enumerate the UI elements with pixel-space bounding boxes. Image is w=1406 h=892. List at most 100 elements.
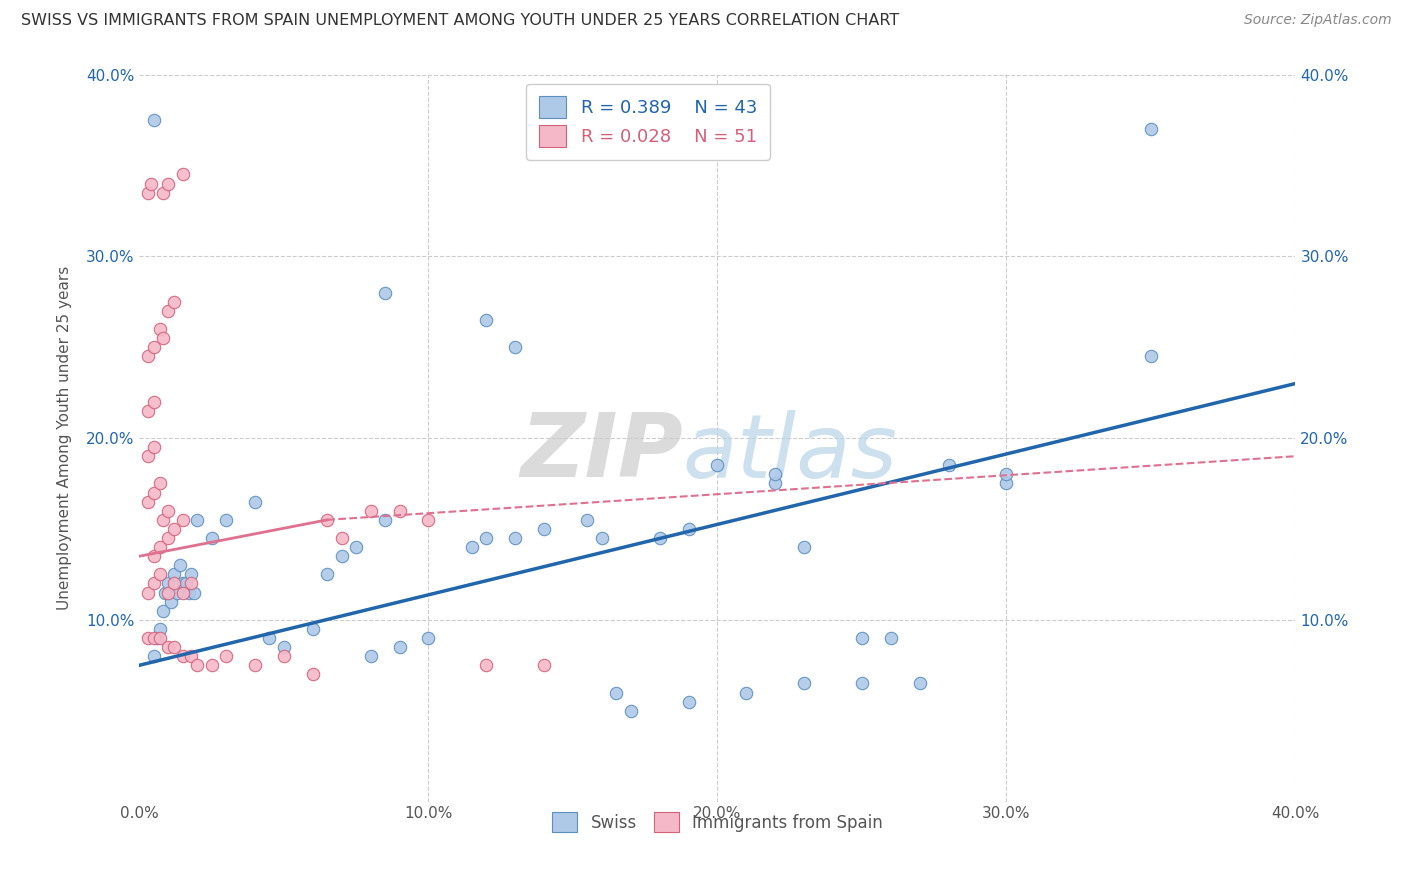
Point <box>163 294 186 309</box>
Point <box>160 594 183 608</box>
Point <box>273 640 295 654</box>
Point <box>995 476 1018 491</box>
Point <box>149 631 172 645</box>
Point <box>344 540 367 554</box>
Point <box>157 531 180 545</box>
Point <box>183 585 205 599</box>
Point <box>418 631 440 645</box>
Point <box>576 513 599 527</box>
Point <box>142 340 165 354</box>
Point <box>163 522 186 536</box>
Point <box>186 513 208 527</box>
Text: SWISS VS IMMIGRANTS FROM SPAIN UNEMPLOYMENT AMONG YOUTH UNDER 25 YEARS CORRELATI: SWISS VS IMMIGRANTS FROM SPAIN UNEMPLOYM… <box>21 13 900 29</box>
Point <box>360 649 382 664</box>
Point <box>620 704 643 718</box>
Text: ZIP: ZIP <box>520 409 683 496</box>
Point <box>388 640 411 654</box>
Point <box>938 458 960 473</box>
Point <box>793 676 815 690</box>
Point <box>243 658 266 673</box>
Point <box>648 531 671 545</box>
Point <box>136 186 159 200</box>
Point <box>418 513 440 527</box>
Point <box>201 658 224 673</box>
Point <box>174 576 197 591</box>
Point <box>166 585 188 599</box>
Legend: Swiss, Immigrants from Spain: Swiss, Immigrants from Spain <box>541 800 894 844</box>
Point <box>591 531 613 545</box>
Point <box>142 112 165 127</box>
Point <box>142 649 165 664</box>
Point <box>461 540 484 554</box>
Point <box>139 177 162 191</box>
Point <box>995 467 1018 482</box>
Point <box>360 504 382 518</box>
Point <box>142 440 165 454</box>
Point <box>301 622 323 636</box>
Point <box>149 622 172 636</box>
Point <box>186 658 208 673</box>
Text: Source: ZipAtlas.com: Source: ZipAtlas.com <box>1244 13 1392 28</box>
Point <box>374 285 396 300</box>
Point <box>316 567 339 582</box>
Point <box>157 303 180 318</box>
Point <box>177 585 200 599</box>
Point <box>149 476 172 491</box>
Point <box>152 604 174 618</box>
Point <box>152 186 174 200</box>
Point <box>388 504 411 518</box>
Point <box>172 168 194 182</box>
Point <box>374 513 396 527</box>
Point <box>136 449 159 463</box>
Point <box>851 631 873 645</box>
Point <box>851 676 873 690</box>
Point <box>215 649 238 664</box>
Point <box>172 513 194 527</box>
Point <box>259 631 281 645</box>
Point <box>142 631 165 645</box>
Point <box>152 331 174 345</box>
Point <box>475 531 498 545</box>
Point <box>215 513 238 527</box>
Point <box>163 567 186 582</box>
Point <box>157 177 180 191</box>
Point <box>533 522 555 536</box>
Point <box>142 394 165 409</box>
Point <box>180 649 202 664</box>
Point <box>155 585 177 599</box>
Point <box>172 576 194 591</box>
Point <box>1140 349 1163 363</box>
Point <box>136 404 159 418</box>
Point <box>330 531 353 545</box>
Point <box>172 649 194 664</box>
Point <box>136 631 159 645</box>
Point <box>142 549 165 564</box>
Point <box>149 322 172 336</box>
Point <box>330 549 353 564</box>
Point <box>163 576 186 591</box>
Point <box>273 649 295 664</box>
Point <box>301 667 323 681</box>
Point <box>706 458 728 473</box>
Point <box>180 576 202 591</box>
Point <box>503 340 526 354</box>
Point <box>678 695 700 709</box>
Point <box>157 576 180 591</box>
Point <box>793 540 815 554</box>
Point <box>142 485 165 500</box>
Point <box>152 513 174 527</box>
Point <box>136 349 159 363</box>
Point <box>243 494 266 508</box>
Point <box>149 540 172 554</box>
Point <box>149 567 172 582</box>
Point <box>503 531 526 545</box>
Point <box>1140 122 1163 136</box>
Point <box>533 658 555 673</box>
Point <box>763 476 786 491</box>
Point <box>475 658 498 673</box>
Point <box>475 313 498 327</box>
Point <box>169 558 191 573</box>
Point <box>163 640 186 654</box>
Point <box>678 522 700 536</box>
Y-axis label: Unemployment Among Youth under 25 years: Unemployment Among Youth under 25 years <box>58 266 72 610</box>
